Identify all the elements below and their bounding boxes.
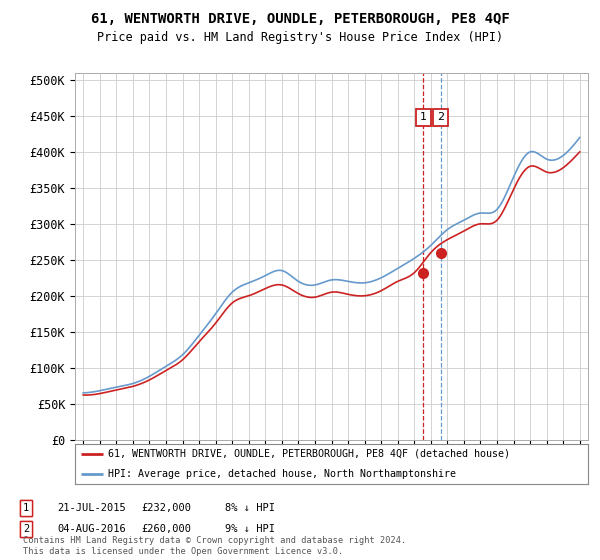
Text: Contains HM Land Registry data © Crown copyright and database right 2024.
This d: Contains HM Land Registry data © Crown c… xyxy=(23,536,406,556)
Text: 61, WENTWORTH DRIVE, OUNDLE, PETERBOROUGH, PE8 4QF (detached house): 61, WENTWORTH DRIVE, OUNDLE, PETERBOROUG… xyxy=(109,449,511,459)
Text: 1: 1 xyxy=(420,113,427,123)
Text: 2: 2 xyxy=(23,503,29,513)
Text: 1: 1 xyxy=(23,503,29,513)
Text: 2: 2 xyxy=(23,524,29,534)
Text: 61, WENTWORTH DRIVE, OUNDLE, PETERBOROUGH, PE8 4QF: 61, WENTWORTH DRIVE, OUNDLE, PETERBOROUG… xyxy=(91,12,509,26)
Text: Price paid vs. HM Land Registry's House Price Index (HPI): Price paid vs. HM Land Registry's House … xyxy=(97,31,503,44)
Text: £260,000: £260,000 xyxy=(141,524,191,534)
Text: 21-JUL-2015: 21-JUL-2015 xyxy=(57,503,126,513)
Text: 9% ↓ HPI: 9% ↓ HPI xyxy=(225,524,275,534)
Text: 8% ↓ HPI: 8% ↓ HPI xyxy=(225,503,275,513)
Text: HPI: Average price, detached house, North Northamptonshire: HPI: Average price, detached house, Nort… xyxy=(109,469,457,479)
Text: £232,000: £232,000 xyxy=(141,503,191,513)
Text: 04-AUG-2016: 04-AUG-2016 xyxy=(57,524,126,534)
Text: 2: 2 xyxy=(437,113,444,123)
Text: 2: 2 xyxy=(23,524,29,534)
